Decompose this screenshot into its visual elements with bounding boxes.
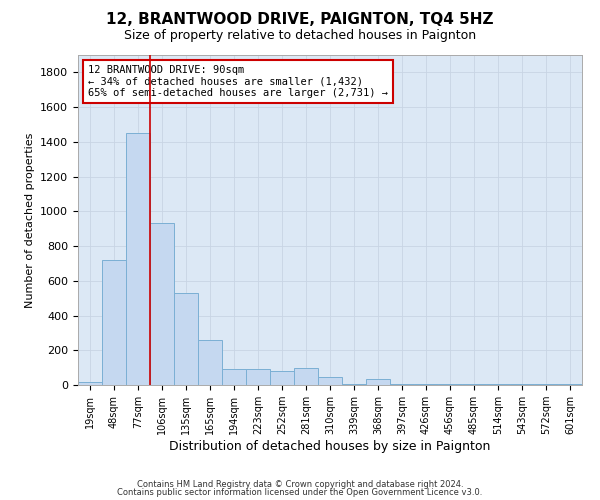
X-axis label: Distribution of detached houses by size in Paignton: Distribution of detached houses by size …: [169, 440, 491, 453]
Bar: [342, 384, 366, 385]
Bar: [462, 384, 486, 385]
Bar: [534, 384, 558, 385]
Text: Contains public sector information licensed under the Open Government Licence v3: Contains public sector information licen…: [118, 488, 482, 497]
Text: Contains HM Land Registry data © Crown copyright and database right 2024.: Contains HM Land Registry data © Crown c…: [137, 480, 463, 489]
Bar: [294, 368, 318, 385]
Text: Size of property relative to detached houses in Paignton: Size of property relative to detached ho…: [124, 29, 476, 42]
Bar: [78, 382, 102, 385]
Bar: [438, 384, 462, 385]
Y-axis label: Number of detached properties: Number of detached properties: [25, 132, 35, 308]
Bar: [414, 384, 438, 385]
Bar: [366, 379, 390, 385]
Bar: [222, 370, 246, 385]
Bar: [558, 384, 582, 385]
Text: 12, BRANTWOOD DRIVE, PAIGNTON, TQ4 5HZ: 12, BRANTWOOD DRIVE, PAIGNTON, TQ4 5HZ: [106, 12, 494, 28]
Bar: [198, 340, 222, 385]
Bar: [486, 384, 510, 385]
Bar: [510, 384, 534, 385]
Bar: [102, 260, 126, 385]
Bar: [174, 293, 198, 385]
Bar: [246, 368, 270, 385]
Bar: [318, 376, 342, 385]
Bar: [126, 133, 150, 385]
Text: 12 BRANTWOOD DRIVE: 90sqm
← 34% of detached houses are smaller (1,432)
65% of se: 12 BRANTWOOD DRIVE: 90sqm ← 34% of detac…: [88, 65, 388, 98]
Bar: [270, 371, 294, 385]
Bar: [390, 384, 414, 385]
Bar: [150, 224, 174, 385]
